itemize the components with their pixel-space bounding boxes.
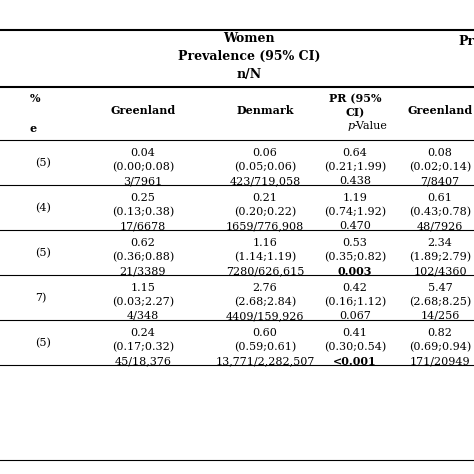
Text: (1.14;1.19): (1.14;1.19) <box>234 252 296 262</box>
Text: 0.21: 0.21 <box>253 193 277 203</box>
Text: 4409/159,926: 4409/159,926 <box>226 311 304 321</box>
Text: 102/4360: 102/4360 <box>413 266 467 276</box>
Text: 0.64: 0.64 <box>343 148 367 158</box>
Text: 0.003: 0.003 <box>338 266 372 277</box>
Text: -Value: -Value <box>354 121 388 131</box>
Text: 0.067: 0.067 <box>339 311 371 321</box>
Text: 423/719,058: 423/719,058 <box>229 176 301 186</box>
Text: (0.00;0.08): (0.00;0.08) <box>112 162 174 173</box>
Text: 0.41: 0.41 <box>343 328 367 338</box>
Text: (0.03;2.27): (0.03;2.27) <box>112 297 174 307</box>
Text: 0.08: 0.08 <box>428 148 453 158</box>
Text: Prevalence (95% CI): Prevalence (95% CI) <box>178 50 320 63</box>
Text: (0.13;0.38): (0.13;0.38) <box>112 207 174 217</box>
Text: (0.35;0.82): (0.35;0.82) <box>324 252 386 262</box>
Text: CI): CI) <box>346 107 365 118</box>
Text: 0.04: 0.04 <box>130 148 155 158</box>
Text: n/N: n/N <box>237 68 262 81</box>
Text: <0.001: <0.001 <box>333 356 377 367</box>
Text: (0.43;0.78): (0.43;0.78) <box>409 207 471 217</box>
Text: 0.62: 0.62 <box>130 238 155 248</box>
Text: (0.36;0.88): (0.36;0.88) <box>112 252 174 262</box>
Text: Greenland: Greenland <box>407 105 473 116</box>
Text: 2.34: 2.34 <box>428 238 453 248</box>
Text: (0.16;1.12): (0.16;1.12) <box>324 297 386 307</box>
Text: 21/3389: 21/3389 <box>120 266 166 276</box>
Text: (5): (5) <box>35 338 51 348</box>
Text: 0.438: 0.438 <box>339 176 371 186</box>
Text: 1659/776,908: 1659/776,908 <box>226 221 304 231</box>
Text: (0.17;0.32): (0.17;0.32) <box>112 342 174 352</box>
Text: 7280/626,615: 7280/626,615 <box>226 266 304 276</box>
Text: (1.89;2.79): (1.89;2.79) <box>409 252 471 262</box>
Text: 3/7961: 3/7961 <box>123 176 163 186</box>
Text: 5.47: 5.47 <box>428 283 452 293</box>
Text: PR (95%: PR (95% <box>329 93 381 104</box>
Text: (2.68;8.25): (2.68;8.25) <box>409 297 471 307</box>
Text: 7/8407: 7/8407 <box>420 176 460 186</box>
Text: 0.82: 0.82 <box>428 328 453 338</box>
Text: (0.05;0.06): (0.05;0.06) <box>234 162 296 173</box>
Text: 13,771/2,282,507: 13,771/2,282,507 <box>215 356 315 366</box>
Text: (4): (4) <box>35 203 51 213</box>
Text: Denmark: Denmark <box>236 105 294 116</box>
Text: Greenland: Greenland <box>110 105 176 116</box>
Text: (0.30;0.54): (0.30;0.54) <box>324 342 386 352</box>
Text: 48/7926: 48/7926 <box>417 221 463 231</box>
Text: (0.74;1.92): (0.74;1.92) <box>324 207 386 217</box>
Text: (5): (5) <box>35 158 51 168</box>
Text: 0.24: 0.24 <box>130 328 155 338</box>
Text: Women: Women <box>223 32 275 45</box>
Text: 45/18,376: 45/18,376 <box>115 356 172 366</box>
Text: 1.15: 1.15 <box>130 283 155 293</box>
Text: (5): (5) <box>35 248 51 258</box>
Text: Pre: Pre <box>458 35 474 48</box>
Text: 0.60: 0.60 <box>253 328 277 338</box>
Text: e: e <box>30 123 37 134</box>
Text: 7): 7) <box>35 293 46 303</box>
Text: 0.470: 0.470 <box>339 221 371 231</box>
Text: 0.53: 0.53 <box>343 238 367 248</box>
Text: 171/20949: 171/20949 <box>410 356 470 366</box>
Text: p: p <box>348 121 355 131</box>
Text: 2.76: 2.76 <box>253 283 277 293</box>
Text: 14/256: 14/256 <box>420 311 460 321</box>
Text: 0.42: 0.42 <box>343 283 367 293</box>
Text: 0.25: 0.25 <box>130 193 155 203</box>
Text: 1.19: 1.19 <box>343 193 367 203</box>
Text: (0.20;0.22): (0.20;0.22) <box>234 207 296 217</box>
Text: %: % <box>30 93 40 104</box>
Text: (0.02;0.14): (0.02;0.14) <box>409 162 471 173</box>
Text: (0.21;1.99): (0.21;1.99) <box>324 162 386 173</box>
Text: (0.69;0.94): (0.69;0.94) <box>409 342 471 352</box>
Text: (2.68;2.84): (2.68;2.84) <box>234 297 296 307</box>
Text: 4/348: 4/348 <box>127 311 159 321</box>
Text: 1.16: 1.16 <box>253 238 277 248</box>
Text: (0.59;0.61): (0.59;0.61) <box>234 342 296 352</box>
Text: 0.61: 0.61 <box>428 193 453 203</box>
Text: 0.06: 0.06 <box>253 148 277 158</box>
Text: 17/6678: 17/6678 <box>120 221 166 231</box>
